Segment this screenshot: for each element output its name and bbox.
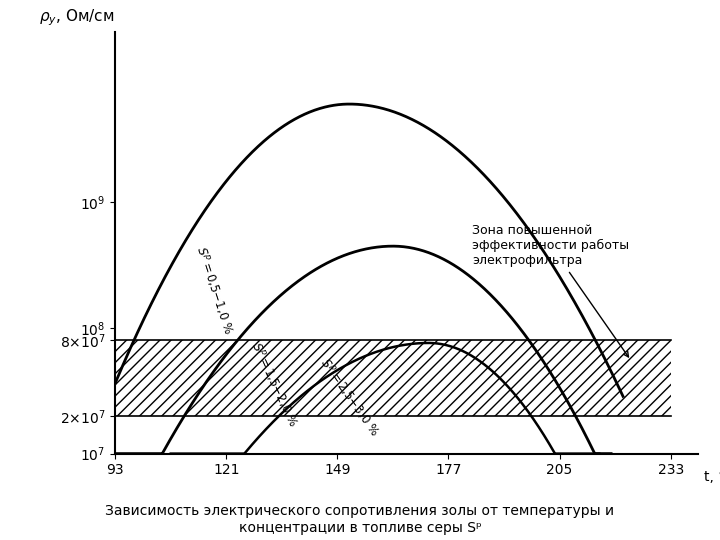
- Text: $S^p = 2{,}5{-}3{,}0\ \%$: $S^p = 2{,}5{-}3{,}0\ \%$: [317, 355, 382, 439]
- Text: $S^p = 0{,}5{-}1{,}0\ \%$: $S^p = 0{,}5{-}1{,}0\ \%$: [193, 244, 235, 336]
- Text: Зона повышенной
эффективности работы
электрофильтра: Зона повышенной эффективности работы эле…: [472, 224, 629, 357]
- Text: Зависимость электрического сопротивления золы от температуры и
концентрации в то: Зависимость электрического сопротивления…: [105, 504, 615, 535]
- Text: $S^p = 1{,}5{-}2{,}0\ \%$: $S^p = 1{,}5{-}2{,}0\ \%$: [248, 340, 300, 429]
- Text: $\rho_y$, Ом/см: $\rho_y$, Ом/см: [40, 8, 114, 28]
- Text: t, °C: t, °C: [704, 470, 720, 484]
